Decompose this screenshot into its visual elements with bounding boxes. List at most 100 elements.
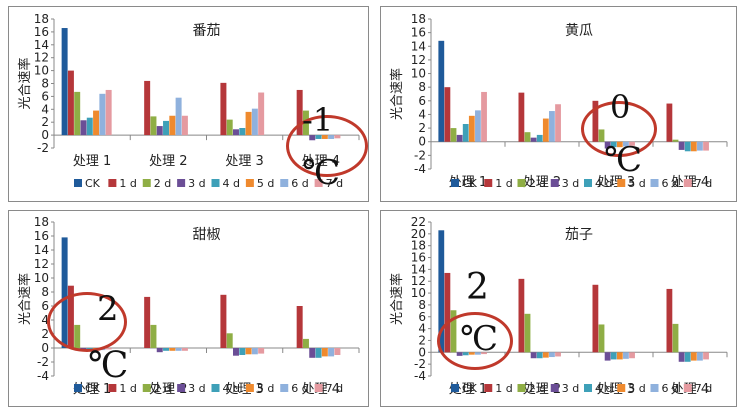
bar-eggplant-3-2 (604, 352, 611, 361)
legend-label: 6 d (662, 177, 679, 190)
bar-pepper-3-1 (156, 348, 163, 353)
bar-eggplant-1-1 (518, 278, 525, 353)
x-category-label: 处理 3 (597, 175, 635, 190)
bar-eggplant-2-3 (672, 323, 679, 353)
bar-tomato-7-1 (181, 115, 188, 136)
legend-swatch (517, 384, 526, 392)
y-tick-label: 18 (34, 12, 49, 26)
bar-cucumber-6-1 (549, 111, 555, 142)
legend-swatch (314, 179, 323, 187)
bar-cucumber-4-1 (536, 134, 543, 142)
y-tick-label: 18 (411, 239, 426, 253)
bar-cucumber-3-0 (456, 134, 463, 142)
y-tick-label: 4 (41, 313, 49, 327)
highlight-ring-cucumber (581, 101, 657, 157)
legend-swatch (650, 179, 659, 187)
bar-eggplant-5-1 (542, 352, 549, 358)
bar-eggplant-5-2 (616, 352, 623, 360)
y-tick-label: 14 (34, 38, 49, 52)
bar-tomato-4-1 (163, 120, 170, 136)
legend-swatch (550, 384, 559, 392)
x-category-label: 处理 3 (225, 154, 263, 169)
y-tick-label: 4 (418, 322, 426, 336)
annotation-unit-tomato: ℃ (302, 153, 341, 193)
legend-label: 5 d (257, 382, 274, 395)
legend-label: 1 d (495, 177, 512, 190)
bar-cucumber-6-0 (475, 110, 481, 142)
bar-pepper-1-1 (144, 296, 151, 348)
bar-pepper-7-2 (258, 348, 265, 354)
bar-pepper-5-2 (245, 348, 252, 355)
bar-pepper-3-3 (309, 348, 316, 358)
legend-swatch (617, 179, 626, 187)
y-tick-label: 6 (41, 299, 49, 313)
y-tick-label: 14 (34, 243, 49, 257)
legend-swatch (74, 179, 82, 187)
legend-swatch (211, 384, 220, 392)
bar-eggplant-6-3 (697, 352, 703, 361)
bar-cucumber-5-3 (690, 141, 697, 152)
y-tick-label: 12 (34, 257, 49, 271)
legend-swatch (280, 179, 289, 187)
bar-eggplant-7-2 (629, 352, 635, 359)
legend-label: 3 d (562, 382, 579, 395)
y-tick-label: 16 (34, 25, 49, 39)
bar-tomato-2-2 (226, 119, 233, 136)
bar-pepper-2-1 (150, 324, 157, 348)
bar-pepper-1-2 (220, 294, 227, 348)
legend-label: 2 d (154, 177, 171, 190)
bar-tomato-7-2 (258, 92, 265, 136)
bar-eggplant-6-1 (549, 352, 555, 358)
legend-swatch (650, 384, 659, 392)
bar-cucumber-2-0 (450, 128, 457, 142)
legend-label: 3 d (188, 382, 205, 395)
y-tick-label: 8 (41, 77, 49, 91)
y-tick-label: 22 (411, 215, 426, 229)
legend-swatch (177, 384, 186, 392)
bar-pepper-3-2 (233, 348, 239, 356)
annotation-unit-cucumber: ℃ (604, 140, 643, 180)
y-tick-label: -2 (414, 148, 426, 162)
bar-pepper-0-0 (61, 237, 68, 348)
y-tick-label: 4 (41, 102, 49, 116)
y-tick-label: 8 (418, 298, 426, 312)
chart-title: 甜椒 (193, 227, 221, 243)
bar-tomato-3-0 (80, 120, 87, 136)
bar-cucumber-4-3 (684, 141, 691, 152)
legend-label: CK (462, 382, 478, 395)
legend-label: 6 d (291, 177, 308, 190)
legend-swatch (451, 384, 459, 392)
bar-tomato-0-0 (61, 28, 68, 136)
y-tick-label: -4 (414, 162, 426, 176)
bar-eggplant-6-2 (623, 352, 629, 359)
bar-pepper-4-1 (163, 348, 170, 351)
y-tick-label: 10 (411, 67, 426, 81)
y-tick-label: 0 (418, 345, 426, 359)
bar-eggplant-5-3 (690, 352, 697, 361)
y-tick-label: 16 (34, 229, 49, 243)
bar-tomato-2-1 (150, 116, 157, 136)
y-tick-label: 8 (418, 80, 426, 94)
legend-swatch (484, 179, 493, 187)
y-tick-label: 0 (41, 341, 49, 355)
legend-swatch (550, 179, 559, 187)
bar-cucumber-1-0 (444, 87, 451, 142)
highlight-ring-pepper (47, 292, 127, 352)
bar-pepper-6-1 (175, 348, 182, 351)
bar-pepper-7-0 (105, 348, 112, 350)
annotation-value-pepper: 2 (97, 289, 119, 329)
legend-swatch (451, 179, 459, 187)
bar-tomato-4-2 (239, 128, 246, 136)
legend-label: 6 d (291, 382, 308, 395)
y-tick-label: -4 (414, 369, 426, 383)
legend-label: 7 d (326, 382, 343, 395)
legend-label: 4 d (223, 177, 240, 190)
legend-swatch (211, 179, 220, 187)
y-tick-label: 10 (411, 286, 426, 300)
bar-tomato-6-0 (99, 93, 106, 136)
bar-pepper-5-1 (169, 348, 176, 351)
bar-cucumber-1-1 (518, 92, 525, 142)
